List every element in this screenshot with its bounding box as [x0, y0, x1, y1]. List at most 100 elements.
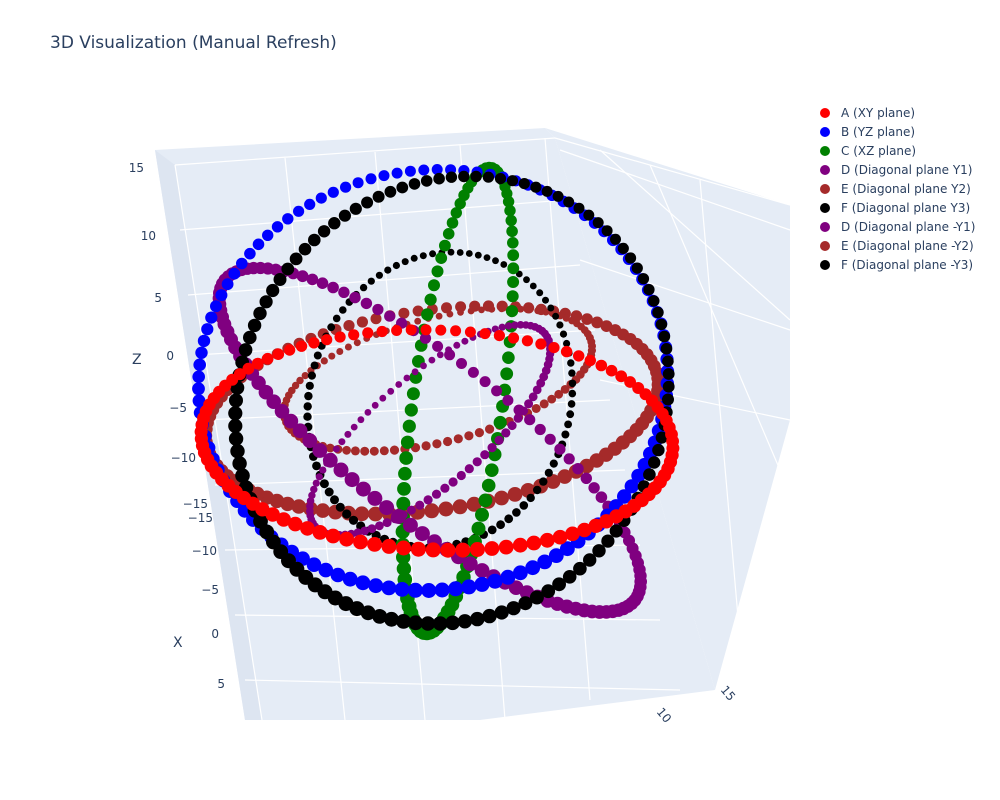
legend-item[interactable]: D (Diagonal plane -Y1)	[812, 217, 975, 236]
x-tick-label: 5	[217, 677, 225, 691]
data-point	[470, 170, 482, 183]
data-point	[338, 209, 351, 222]
data-point	[410, 254, 418, 262]
data-point	[251, 357, 264, 370]
data-point	[352, 177, 364, 189]
data-point	[448, 581, 464, 597]
data-point	[312, 443, 328, 458]
data-point	[525, 306, 534, 314]
legend-item[interactable]: A (XY plane)	[812, 103, 975, 122]
legend-item[interactable]: C (XZ plane)	[812, 141, 975, 160]
data-point	[554, 443, 566, 455]
data-point	[601, 534, 615, 548]
data-point	[469, 542, 485, 557]
data-point	[643, 284, 655, 296]
data-point	[367, 537, 382, 552]
data-point	[605, 364, 618, 377]
data-point	[414, 526, 430, 542]
data-point	[554, 389, 564, 399]
legend-marker	[820, 221, 830, 232]
data-point	[342, 445, 351, 455]
legend-item[interactable]: B (YZ plane)	[812, 122, 975, 141]
data-point	[235, 468, 250, 483]
legend-marker	[820, 145, 830, 156]
data-point	[583, 553, 597, 567]
data-point	[228, 406, 243, 421]
data-point	[601, 225, 613, 237]
data-point	[371, 401, 379, 409]
data-point	[452, 499, 468, 515]
legend-label: D (Diagonal plane -Y1)	[841, 219, 976, 234]
data-point	[461, 337, 469, 345]
data-point	[368, 506, 383, 522]
data-point	[435, 324, 447, 336]
data-point	[370, 313, 382, 325]
data-point	[318, 562, 334, 578]
axis-ticks: 15 10 5 0 −5 −10 −15−15 −10 −5 0 5 10 15	[129, 161, 739, 726]
data-point	[563, 196, 575, 208]
data-point	[658, 330, 671, 343]
data-point	[324, 487, 334, 497]
data-point	[443, 436, 453, 447]
data-point	[455, 542, 471, 558]
data-point	[502, 351, 515, 365]
data-point	[312, 479, 320, 487]
data-point	[648, 456, 661, 469]
legend-item[interactable]: F (Diagonal plane -Y3)	[812, 255, 975, 274]
data-point	[592, 544, 606, 558]
data-point	[408, 178, 421, 190]
data-point	[259, 295, 273, 309]
data-point	[500, 569, 516, 585]
data-point	[544, 433, 556, 445]
data-point	[338, 286, 350, 298]
data-point	[397, 482, 411, 496]
data-point	[563, 339, 571, 348]
x-tick-label: −10	[192, 544, 217, 558]
data-point	[467, 366, 479, 378]
data-point	[488, 305, 496, 313]
data-point	[303, 412, 312, 421]
data-point	[479, 328, 491, 340]
data-point	[292, 423, 308, 439]
data-point	[526, 493, 535, 503]
data-point	[229, 393, 243, 408]
legend-marker	[820, 164, 830, 175]
data-point	[405, 324, 417, 336]
data-point	[500, 261, 508, 268]
data-point	[475, 507, 489, 522]
data-point	[228, 418, 243, 434]
data-point	[283, 344, 296, 356]
data-point	[418, 164, 430, 176]
data-point	[356, 316, 368, 328]
legend-marker	[820, 183, 830, 194]
data-point	[396, 561, 412, 576]
data-point	[577, 522, 592, 538]
data-point	[444, 349, 456, 361]
legend-item[interactable]: D (Diagonal plane Y1)	[812, 160, 975, 179]
data-point	[559, 330, 568, 338]
data-point	[310, 361, 319, 370]
data-point	[457, 309, 464, 316]
legend-item[interactable]: F (Diagonal plane Y3)	[812, 198, 975, 217]
data-point	[541, 185, 553, 197]
data-point	[354, 506, 370, 522]
data-point	[560, 541, 575, 557]
data-point	[244, 247, 256, 260]
data-point	[504, 204, 516, 217]
data-point	[530, 181, 542, 193]
legend-item[interactable]: E (Diagonal plane -Y2)	[812, 236, 975, 255]
data-point	[308, 491, 316, 500]
data-point	[567, 400, 576, 408]
data-point	[533, 485, 542, 495]
data-point	[340, 181, 352, 193]
data-point	[494, 173, 507, 185]
data-point	[339, 306, 347, 314]
legend-item[interactable]: E (Diagonal plane Y2)	[812, 179, 975, 198]
data-point	[368, 578, 384, 594]
data-point	[266, 283, 280, 298]
data-point	[504, 514, 514, 524]
data-point	[308, 233, 321, 247]
data-point	[335, 502, 345, 512]
data-point	[372, 609, 388, 624]
